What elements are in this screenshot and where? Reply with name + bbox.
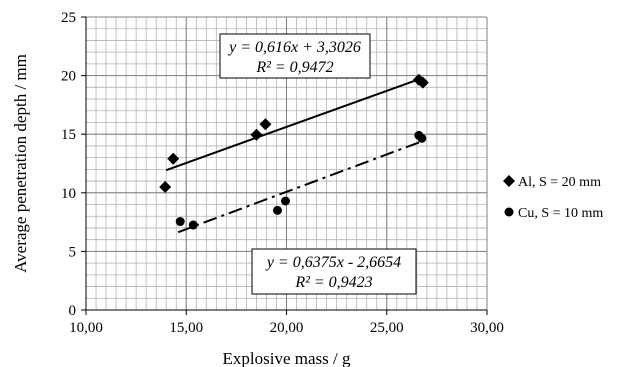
data-points (159, 73, 429, 230)
y-tick-label: 5 (69, 244, 77, 260)
y-axis-title: Average penetration depth / mm (11, 54, 30, 273)
y-tick-label: 25 (61, 10, 76, 26)
y-tick-label: 15 (61, 127, 76, 143)
y-tick-label: 10 (61, 186, 76, 202)
y-tick-label: 20 (61, 69, 76, 85)
legend-label: Al, S = 20 mm (518, 175, 601, 190)
x-axis-title: Explosive mass / g (223, 349, 351, 367)
x-tick-label: 20,00 (270, 320, 304, 336)
x-tick-label: 25,00 (370, 320, 404, 336)
legend-label: Cu, S = 10 mm (518, 206, 603, 221)
equation-box-al (219, 33, 371, 79)
data-point-cu (417, 133, 427, 143)
y-tick-label: 0 (69, 303, 77, 319)
trendline-cu (177, 140, 422, 234)
x-tick-label: 10,00 (69, 320, 103, 336)
data-point-cu (175, 217, 185, 227)
r-squared-text: R² = 0,9472 (255, 59, 333, 76)
trendline-al (165, 77, 422, 172)
equation-boxes: y = 0,616x + 3,3026 R² = 0,9472 y = 0,6375… (219, 33, 417, 295)
data-point-cu (280, 196, 290, 206)
trendlines (165, 77, 422, 234)
x-tick-label: 15,00 (169, 320, 203, 336)
data-point-al (250, 128, 263, 141)
equation-text: y = 0,616x + 3,3026 (227, 39, 361, 56)
axes: 10,00 15,00 20,00 25,00 30,00 0 5 10 15 20 25 Explo… (11, 10, 504, 367)
legend-marker-al (503, 175, 515, 187)
data-point-cu (272, 205, 282, 215)
legend-marker-cu (504, 207, 514, 217)
equation-box-cu (251, 248, 417, 295)
data-point-al (259, 118, 272, 131)
data-point-al (167, 152, 180, 165)
data-point-cu (188, 220, 198, 230)
r-squared-text: R² = 0,9423 (294, 274, 372, 291)
data-point-al (416, 76, 429, 89)
x-tick-label: 30,00 (470, 320, 504, 336)
data-point-al (159, 180, 172, 193)
legend: Al, S = 20 mm Cu, S = 10 mm (503, 175, 603, 221)
equation-text: y = 0,6375x - 2,6654 (265, 254, 401, 271)
